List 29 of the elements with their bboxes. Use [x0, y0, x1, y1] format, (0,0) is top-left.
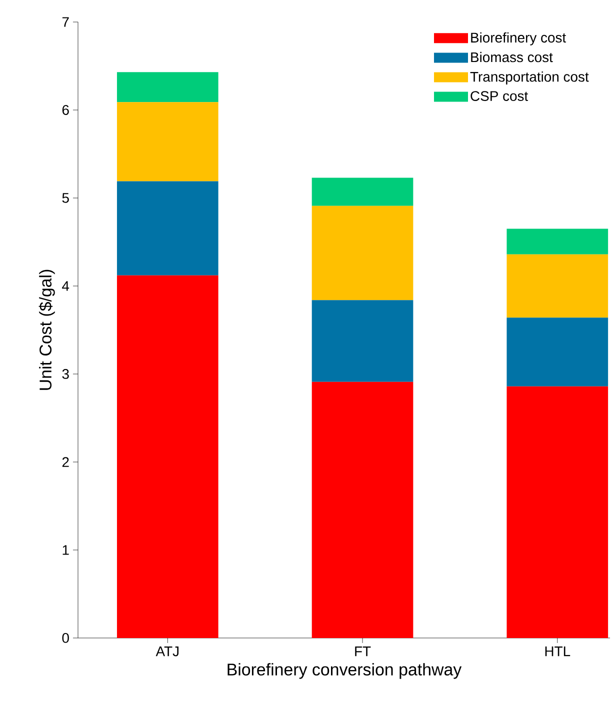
- x-tick-label: ATJ: [156, 646, 178, 656]
- legend-label: Biorefinery cost: [471, 32, 566, 46]
- bar: [312, 382, 414, 638]
- bar: [506, 228, 608, 254]
- y-tick-label: 4: [62, 281, 70, 291]
- y-tick-label: 6: [62, 105, 69, 115]
- bar: [116, 102, 218, 182]
- bar: [312, 206, 414, 300]
- y-tick-label: 0: [62, 633, 69, 643]
- bar: [506, 318, 608, 386]
- bar: [312, 300, 414, 382]
- x-tick-label: FT: [355, 646, 371, 656]
- bar: [506, 386, 608, 638]
- legend-label: CSP cost: [470, 91, 528, 101]
- legend-label: Biomass cost: [471, 52, 553, 62]
- bar: [506, 254, 608, 318]
- bar: [116, 72, 218, 102]
- legend-label: Transportation cost: [470, 72, 589, 85]
- y-axis-title: Unit Cost ($/gal): [38, 270, 55, 390]
- y-tick-label: 5: [62, 193, 69, 203]
- y-tick-label: 1: [62, 545, 69, 555]
- y-tick-label: 3: [62, 369, 69, 379]
- y-tick-label: 7: [62, 17, 69, 27]
- bar: [116, 275, 218, 638]
- bar: [312, 178, 414, 206]
- y-tick-label: 2: [62, 457, 69, 467]
- x-tick-label: HTL: [545, 646, 570, 656]
- bar: [116, 181, 218, 276]
- x-axis-title: Biorefinery conversion pathway: [228, 663, 462, 679]
